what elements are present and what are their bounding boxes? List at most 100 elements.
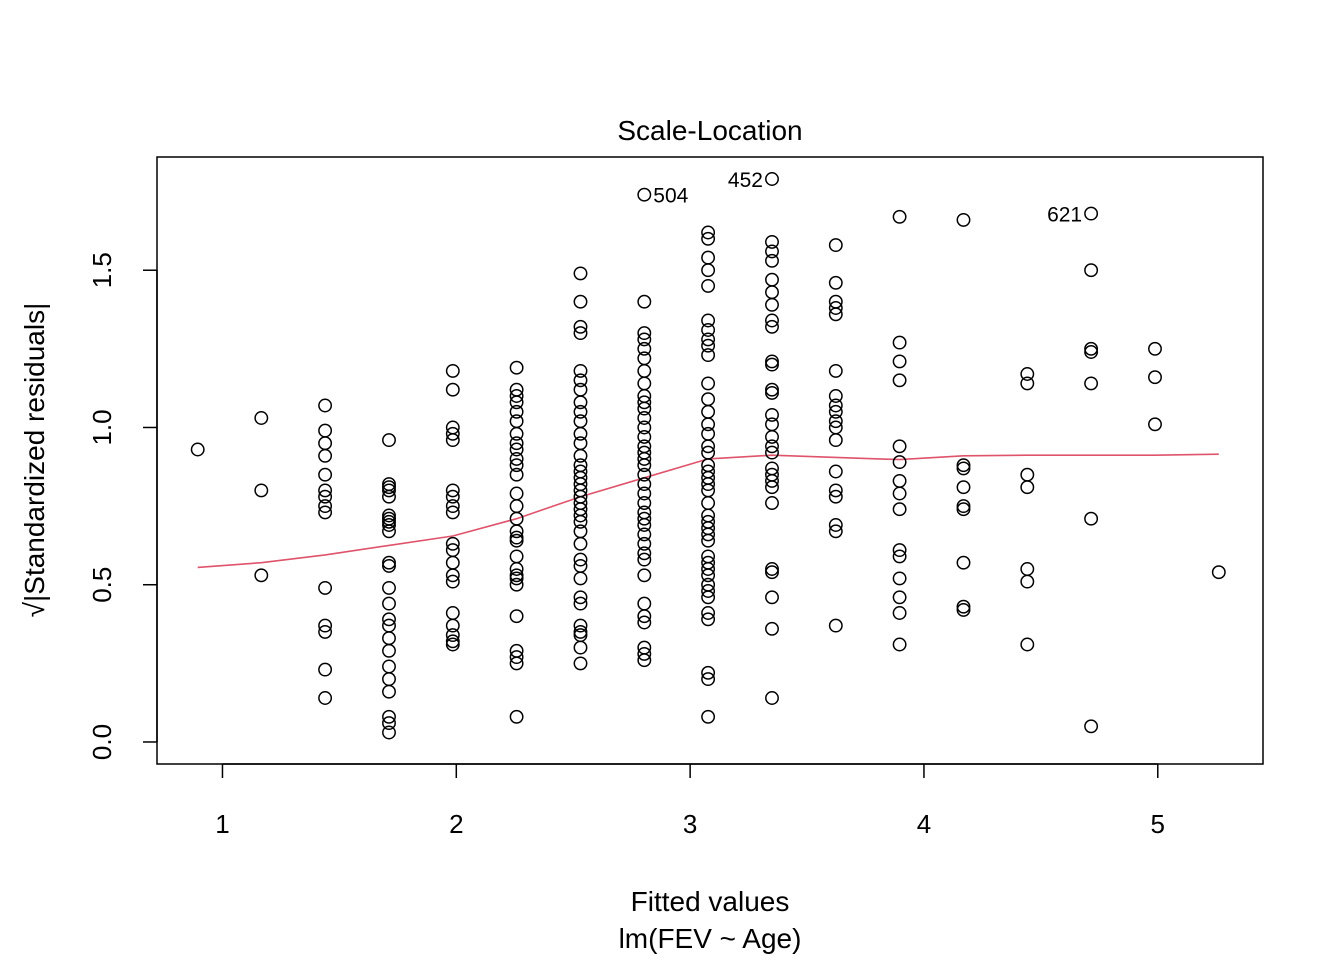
data-point [637, 518, 652, 532]
data-point [765, 357, 779, 372]
data-point [509, 404, 524, 419]
data-point [828, 275, 843, 290]
data-point [1148, 370, 1162, 385]
data-point [509, 549, 524, 564]
data-point [382, 684, 396, 699]
data-point [765, 439, 779, 454]
data-point [956, 555, 971, 570]
data-point [701, 606, 716, 620]
data-point [956, 499, 971, 514]
data-point [573, 395, 588, 410]
data-point [573, 319, 588, 334]
data-point [318, 467, 333, 482]
data-point [637, 486, 652, 501]
data-point [892, 473, 907, 488]
data-point [637, 395, 652, 410]
data-point [382, 709, 396, 724]
data-point [637, 615, 652, 630]
data-point [701, 672, 716, 687]
data-point [382, 555, 396, 570]
data-point [637, 363, 652, 378]
data-point [828, 483, 843, 498]
data-point [1020, 562, 1035, 576]
data-point [254, 483, 269, 498]
data-point [573, 552, 588, 567]
data-point [765, 473, 779, 488]
data-point [637, 646, 652, 661]
data-point [573, 624, 588, 639]
data-point [318, 423, 333, 438]
data-point [637, 527, 652, 542]
data-point [701, 426, 716, 441]
data-point [573, 382, 588, 397]
data-point [701, 250, 716, 265]
data-point [318, 398, 333, 413]
data-point [892, 209, 907, 224]
data-point [701, 612, 716, 627]
data-point [637, 451, 652, 466]
data-point [637, 401, 652, 416]
data-point [1020, 480, 1035, 495]
y-tick-label: 0.5 [87, 567, 117, 603]
data-point [765, 562, 779, 576]
data-point [509, 486, 524, 501]
data-point [637, 326, 652, 341]
data-point [828, 238, 843, 253]
data-point [318, 662, 333, 677]
data-point [445, 555, 460, 570]
data-point [701, 568, 716, 583]
data-point [701, 584, 716, 598]
y-tick-label: 1.0 [87, 409, 117, 445]
data-point [382, 596, 396, 611]
data-point [382, 631, 396, 646]
data-point [828, 301, 843, 315]
data-point [445, 505, 460, 520]
data-point [573, 266, 588, 281]
data-point [445, 426, 460, 441]
data-point [382, 558, 396, 573]
data-point [509, 709, 524, 724]
data-point [892, 439, 907, 454]
data-point [445, 433, 460, 448]
data-point [765, 313, 779, 328]
data-point [1020, 376, 1035, 391]
data-point [190, 442, 205, 457]
data-point [637, 653, 652, 668]
data-point [828, 464, 843, 479]
data-point [637, 511, 652, 526]
data-point [701, 323, 716, 337]
data-point [445, 637, 460, 652]
data-point [765, 172, 779, 186]
data-point [828, 398, 843, 413]
data-point [765, 319, 779, 334]
data-point [637, 376, 652, 391]
data-point [1211, 565, 1226, 580]
data-point [445, 634, 460, 649]
data-point [318, 499, 333, 514]
data-point [382, 716, 396, 731]
data-point [382, 480, 396, 495]
data-point [765, 429, 779, 444]
y-tick-label: 1.5 [87, 252, 117, 288]
data-point [445, 499, 460, 514]
data-point [892, 373, 907, 388]
data-point [573, 514, 588, 529]
data-point [382, 524, 396, 539]
data-point [892, 455, 907, 470]
data-point [509, 650, 524, 665]
point-label: 452 [728, 169, 763, 192]
data-point [318, 483, 333, 498]
data-point [509, 395, 524, 410]
data-point [382, 580, 396, 595]
data-point [892, 335, 907, 350]
data-point [892, 502, 907, 517]
data-point [1084, 206, 1099, 221]
data-point [828, 489, 843, 504]
data-point [701, 376, 716, 391]
data-point [765, 382, 779, 397]
data-point [509, 577, 524, 592]
data-point [573, 536, 588, 551]
data-point [1084, 511, 1099, 526]
data-point [445, 628, 460, 643]
